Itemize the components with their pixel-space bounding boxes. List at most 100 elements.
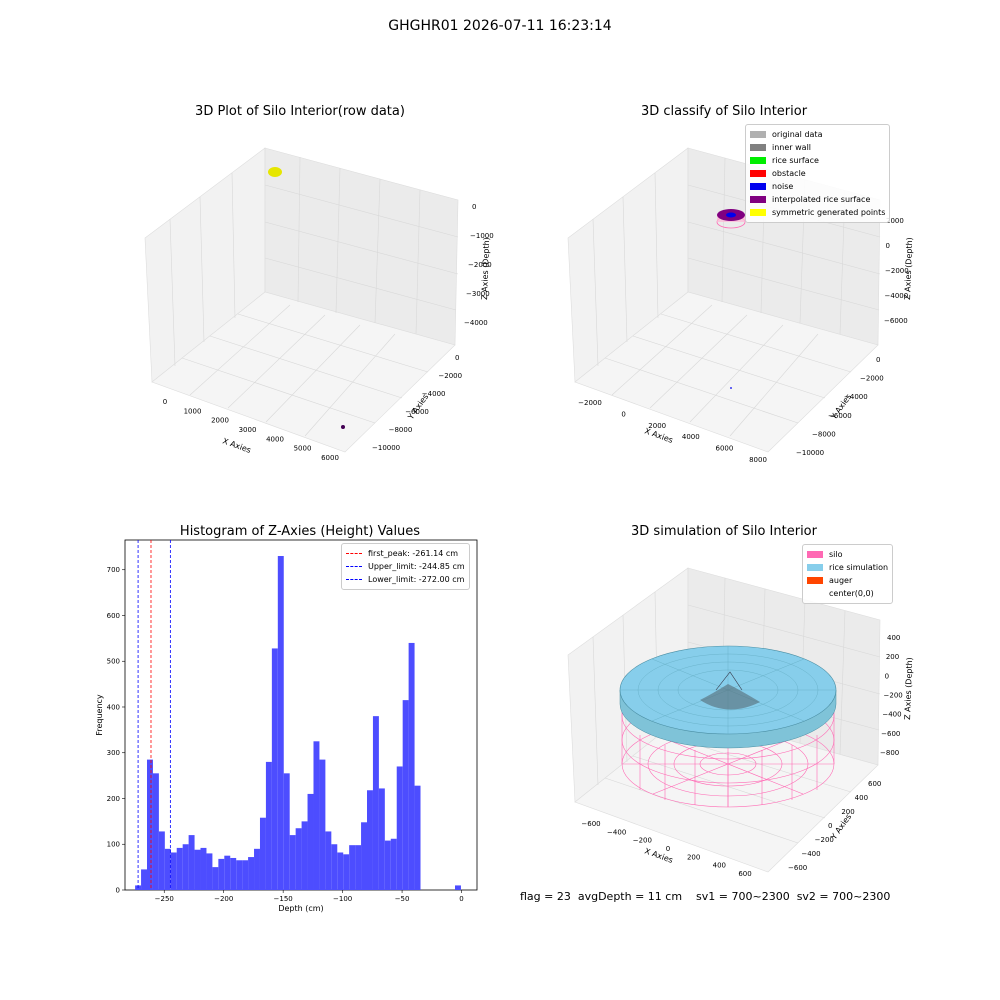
raw-x-label: X Axies	[221, 436, 252, 455]
simulation-legend-label: center(0,0)	[829, 589, 874, 598]
classify-legend-swatch	[750, 157, 766, 164]
histogram-bar	[147, 759, 153, 890]
histogram-bar	[194, 849, 201, 890]
histogram-bar	[242, 860, 249, 890]
histogram-x-tick: −250	[155, 895, 174, 903]
histogram-legend-entry: Upper_limit: -244.85 cm	[346, 560, 465, 573]
histogram-x-tick: −150	[274, 895, 293, 903]
histogram-bar	[384, 840, 391, 890]
simulation-y-tick: −400	[801, 850, 820, 858]
classify-y-tick: −10000	[796, 449, 824, 457]
raw-y-tick: −6000	[405, 408, 429, 416]
classify-legend-label: original data	[772, 130, 823, 139]
histogram-bar	[200, 847, 207, 890]
classify-legend-label: symmetric generated points	[772, 208, 886, 217]
classify-legend-entry: original data	[750, 128, 885, 141]
histogram-y-tick: 0	[116, 887, 120, 895]
histogram-title: Histogram of Z-Axies (Height) Values	[179, 524, 421, 539]
raw-z-tick: 0	[472, 203, 476, 211]
raw-3d-axes: 0 1000 2000 3000 4000 5000 6000 0 −2000 −4000 −600…	[144, 147, 494, 462]
classify-x-tick: −2000	[578, 399, 602, 407]
histogram-bar	[188, 835, 195, 890]
histogram-bar	[230, 857, 237, 890]
histogram-legend-swatch	[346, 566, 362, 567]
histogram-y-tick: 600	[107, 612, 120, 620]
histogram-legend-swatch	[346, 579, 362, 580]
histogram-x-tick: −200	[214, 895, 233, 903]
simulation-y-tick: 0	[828, 822, 832, 830]
raw-y-tick: −10000	[372, 444, 400, 452]
simulation-z-tick: −800	[880, 749, 899, 757]
raw-x-tick: 5000	[294, 445, 312, 453]
histogram-bar	[361, 822, 367, 890]
simulation-legend-swatch	[807, 590, 823, 597]
histogram-bar	[277, 556, 284, 890]
histogram-bar	[212, 867, 219, 890]
simulation-y-tick: 400	[855, 794, 868, 802]
classify-legend-label: inner wall	[772, 143, 812, 152]
classify-legend-swatch	[750, 144, 766, 151]
simulation-3d-axes: −600−400−20002004006006004002000−200−400…	[567, 567, 914, 878]
histogram-bar	[408, 642, 415, 890]
histogram-bar	[307, 793, 314, 890]
histogram-bar	[206, 853, 213, 890]
simulation-y-tick: 200	[841, 808, 854, 816]
simulation-y-tick: 600	[868, 780, 881, 788]
histogram-bar	[349, 845, 356, 890]
histogram-bar	[319, 759, 326, 890]
histogram-bar	[343, 854, 350, 890]
histogram-bar	[289, 835, 296, 890]
classify-legend-label: noise	[772, 182, 794, 191]
histogram-legend-entry: first_peak: -261.14 cm	[346, 547, 465, 560]
histogram-bar	[331, 844, 338, 890]
histogram-y-tick: 500	[107, 658, 120, 666]
simulation-x-tick: −200	[633, 837, 652, 845]
histogram-bar	[337, 852, 344, 890]
raw-z-tick: −3000	[466, 290, 490, 298]
classify-legend-label: obstacle	[772, 169, 806, 178]
simulation-y-tick: −600	[788, 864, 807, 872]
classify-x-tick: 2000	[648, 422, 666, 430]
simulation-legend-label: silo	[829, 550, 843, 559]
classify-y-tick: −2000	[860, 375, 884, 383]
raw-x-tick: 1000	[184, 407, 202, 415]
raw-z-label: Z Axies (Depth)	[480, 237, 491, 300]
simulation-x-tick: 600	[738, 870, 751, 878]
classify-y-tick: −4000	[844, 393, 868, 401]
raw-outlier-point	[341, 425, 345, 429]
simulation-y-tick: −200	[815, 836, 834, 844]
raw-y-tick: −4000	[422, 390, 446, 398]
simulation-legend-entry: silo	[807, 548, 888, 561]
histogram-bar	[325, 831, 332, 890]
histogram-bar	[378, 788, 385, 890]
simulation-legend-entry: auger	[807, 574, 888, 587]
classify-x-tick: 6000	[715, 445, 733, 453]
classify-legend-entry: obstacle	[750, 167, 885, 180]
histogram-bar	[152, 773, 159, 890]
simulation-z-tick: −400	[882, 711, 901, 719]
simulation-legend-label: auger	[829, 576, 853, 585]
classify-y-tick: 0	[876, 356, 880, 364]
histogram-bar	[182, 844, 189, 890]
rice-simulation-surface	[619, 645, 837, 749]
raw-x-tick: 3000	[239, 426, 257, 434]
classify-legend-entry: interpolated rice surface	[750, 193, 885, 206]
classify-plot-title: 3D classify of Silo Interior	[640, 104, 808, 119]
raw-y-tick: −8000	[389, 426, 413, 434]
histogram-chart: −250 −200 −150 −100 −50 0 0 100 200 300 400 500 600…	[95, 539, 478, 913]
histogram-y-tick: 400	[107, 703, 120, 711]
classify-legend-label: rice surface	[772, 156, 819, 165]
simulation-legend-label: rice simulation	[829, 563, 889, 572]
simulation-z-tick: 400	[887, 634, 900, 642]
histogram-x-tick: −50	[395, 895, 410, 903]
classify-y-tick: −6000	[828, 412, 852, 420]
histogram-y-tick: 200	[107, 795, 120, 803]
histogram-x-label: Depth (cm)	[278, 904, 323, 913]
histogram-legend-label: Lower_limit: -272.00 cm	[368, 575, 465, 584]
histogram-legend-label: Upper_limit: -244.85 cm	[368, 562, 465, 571]
classify-z-tick: −6000	[884, 317, 908, 325]
histogram-bar	[313, 741, 320, 890]
histogram-bar	[248, 857, 255, 890]
classify-x-tick: 0	[621, 410, 625, 418]
histogram-bar	[254, 848, 260, 890]
